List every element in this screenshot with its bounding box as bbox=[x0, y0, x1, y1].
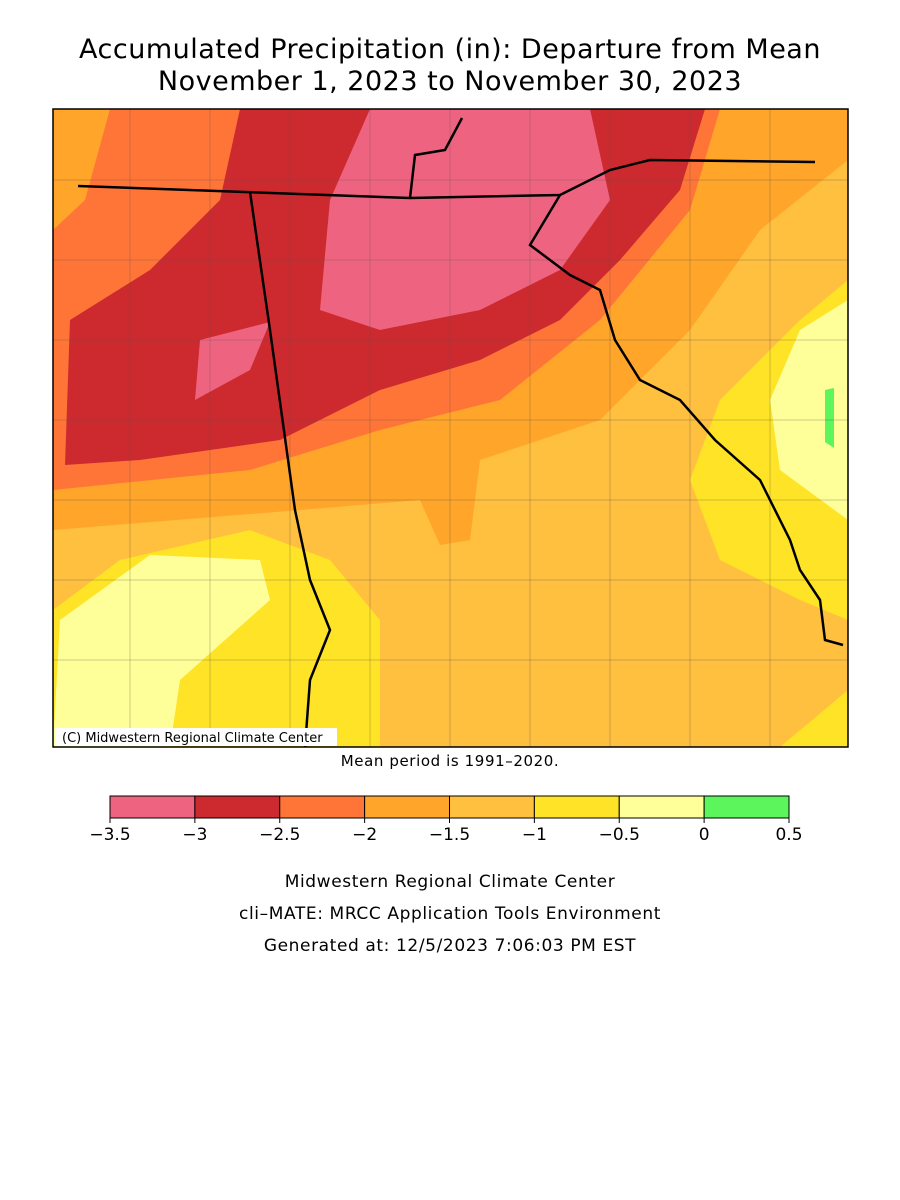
legend-tick-label: −3.5 bbox=[89, 825, 130, 845]
legend-swatch bbox=[449, 795, 535, 819]
legend-tick-label: −2.5 bbox=[259, 825, 300, 845]
subtitle: November 1, 2023 to November 30, 2023 bbox=[158, 66, 742, 97]
map bbox=[53, 109, 848, 747]
legend-swatch bbox=[533, 795, 620, 819]
legend-swatch bbox=[194, 795, 281, 819]
legend-tick-label: 0 bbox=[699, 825, 710, 845]
legend-swatch bbox=[703, 795, 790, 819]
legend-swatch bbox=[364, 795, 450, 819]
credit-box bbox=[55, 728, 337, 746]
footer-line: Generated at: 12/5/2023 7:06:03 PM EST bbox=[264, 936, 636, 956]
legend-tick-label: −0.5 bbox=[599, 825, 640, 845]
legend-tick-label: −1.5 bbox=[429, 825, 470, 845]
map-frame bbox=[52, 108, 849, 748]
legend-swatch bbox=[279, 795, 366, 819]
legend-tick-label: 0.5 bbox=[775, 825, 802, 845]
legend-tick-label: −1 bbox=[522, 825, 547, 845]
legend-swatch bbox=[618, 795, 705, 819]
footer-line: cli–MATE: MRCC Application Tools Environ… bbox=[239, 904, 661, 924]
mean-note: Mean period is 1991–2020. bbox=[341, 752, 560, 770]
legend: −3.5 −3 −2.5 −2 −1.5 −1 −0.5 0 0.5 bbox=[89, 795, 803, 845]
legend-tick-label: −2 bbox=[352, 825, 377, 845]
title: Accumulated Precipitation (in): Departur… bbox=[79, 34, 821, 65]
credit: (C) Midwestern Regional Climate Center bbox=[62, 731, 323, 746]
legend-swatch bbox=[109, 795, 196, 819]
legend-tick-label: −3 bbox=[182, 825, 207, 845]
footer-line: Midwestern Regional Climate Center bbox=[285, 872, 616, 892]
